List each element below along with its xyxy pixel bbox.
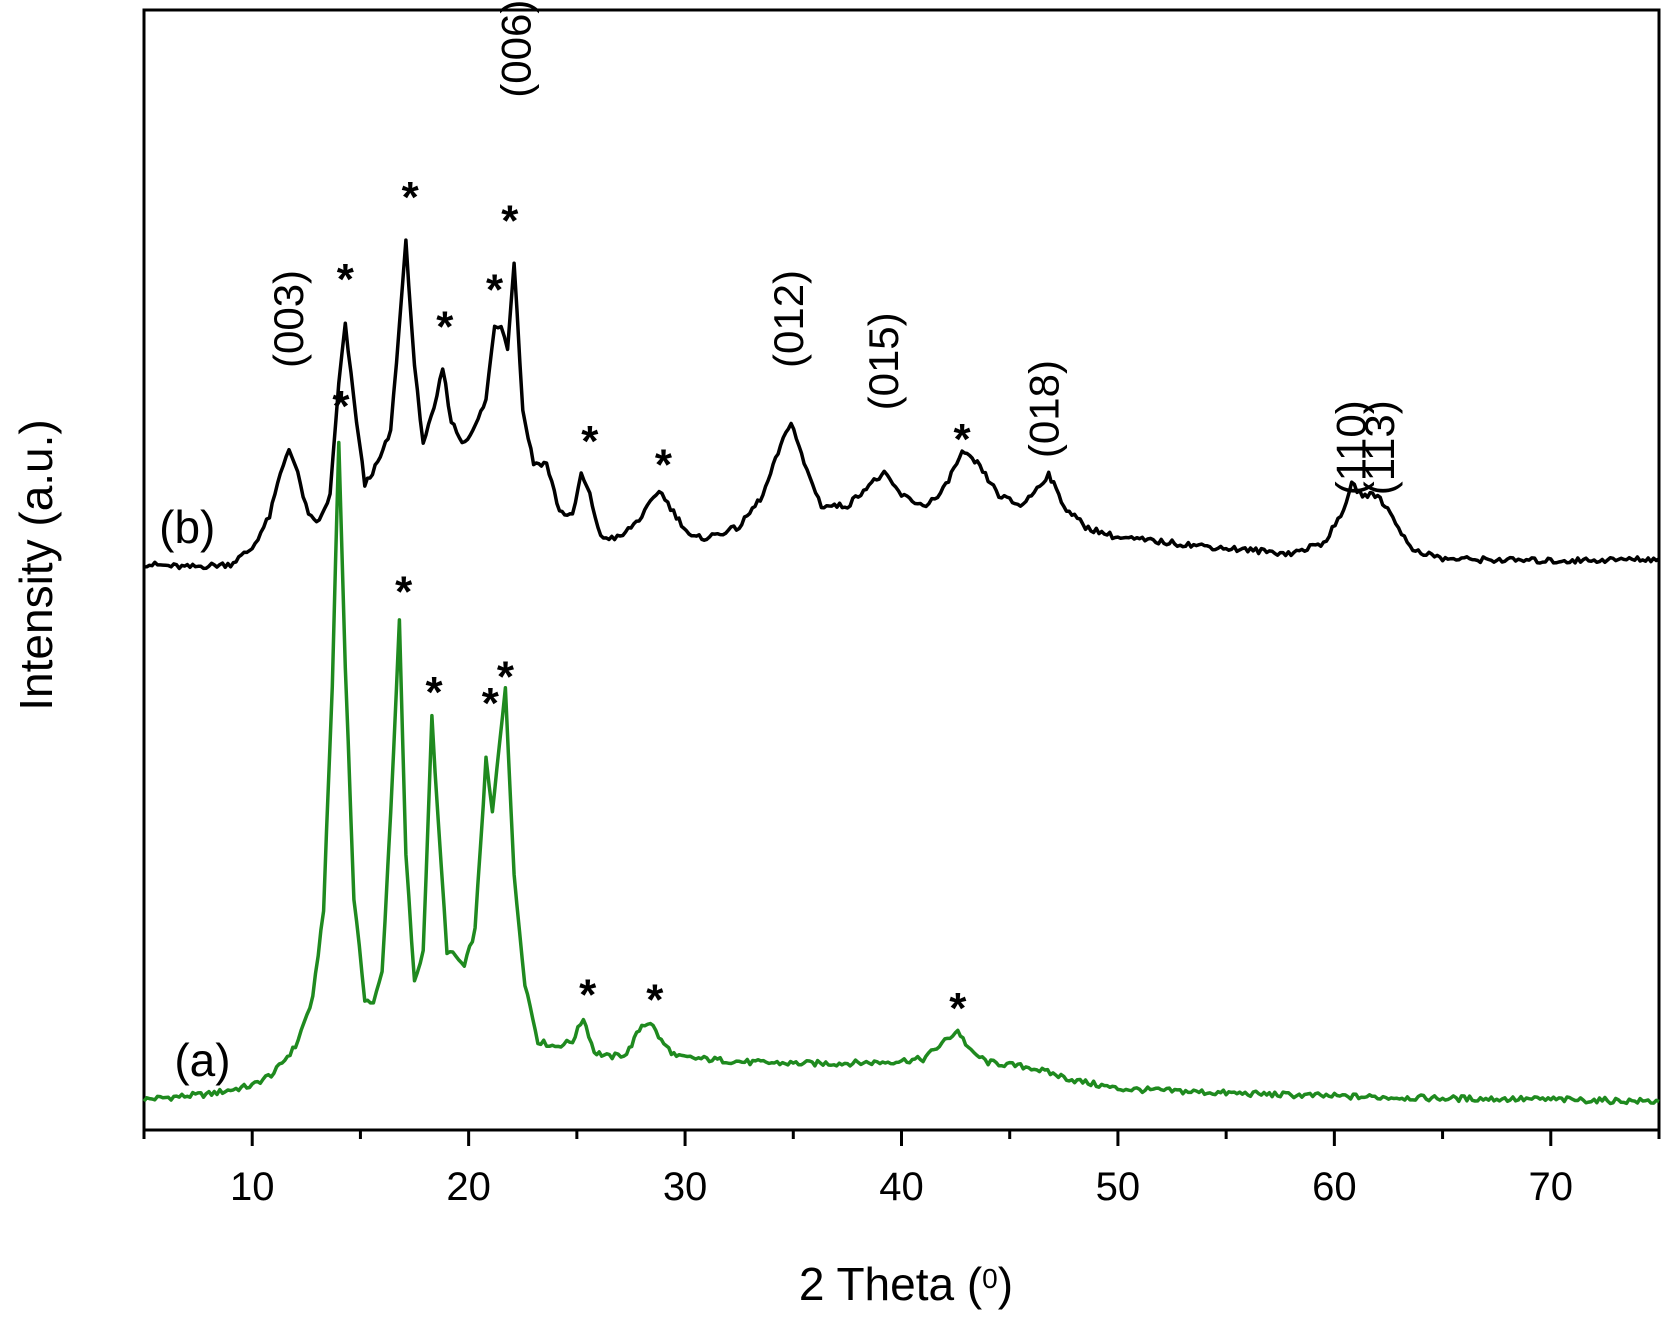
peak-star: * [579,970,597,1019]
peak-star: * [954,415,972,464]
series-label: (b) [159,501,215,553]
series-label: (a) [174,1034,230,1086]
x-tick-label: 10 [230,1165,275,1209]
peak-label: (012) [765,270,812,368]
series-group [142,238,1660,1106]
peak-star: * [425,668,443,717]
x-tick-label: 60 [1312,1165,1357,1209]
x-axis-unit: 0 [982,1263,998,1294]
peak-star: * [402,173,420,222]
peak-label: (003) [265,270,312,368]
peak-star: * [646,976,664,1025]
x-tick-label: 70 [1529,1165,1574,1209]
peak-label: (110) [1328,400,1375,495]
peak-star: * [395,568,413,617]
y-axis-title: Intensity (a.u.) [10,419,62,710]
peak-star: * [332,382,350,431]
x-tick-label: 40 [879,1165,924,1209]
peak-star: * [501,197,519,246]
peak-star: * [482,679,500,728]
x-axis-title-close: ) [998,1258,1013,1310]
x-tick-label: 50 [1096,1165,1141,1209]
x-axis-title-text: 2 Theta ( [799,1258,983,1310]
series-line-a [142,440,1660,1106]
series-line-b [143,238,1660,571]
plot-frame [142,8,1661,1132]
peak-star: * [497,652,515,701]
peak-star: * [486,265,504,314]
peak-star: * [436,303,454,352]
peak-star: * [655,440,673,489]
peak-label: (006) [492,0,539,98]
peak-star: * [581,417,599,466]
peak-star: * [337,255,355,304]
x-axis-title: 2 Theta (0) [799,1258,1013,1310]
peak-label: (015) [860,312,907,410]
annotations: (003)(006)(012) (015) (018) (110)(113)*****… [159,0,1403,1086]
x-tick-label: 20 [446,1165,491,1209]
peak-star: * [949,984,967,1033]
peak-label: (018) [1020,360,1067,458]
peak-label: (113) [1356,400,1403,495]
x-axis-ticks: 10 20 30 40 50 60 70 [142,1130,1661,1209]
x-tick-label: 30 [663,1165,708,1209]
